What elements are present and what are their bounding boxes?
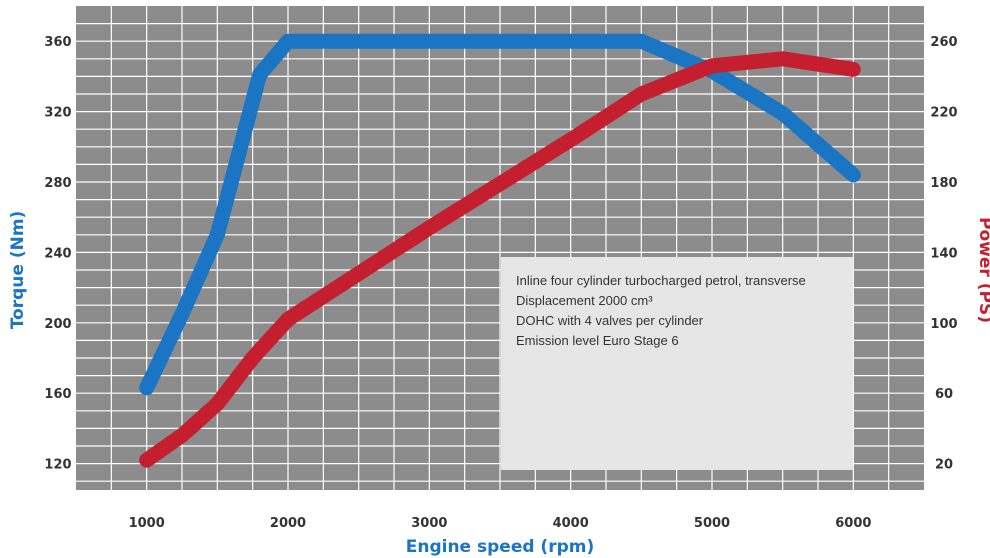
x-tick-label: 5000 [694,516,730,531]
x-tick-label: 6000 [835,516,871,531]
spec-note-line-4: Emission level Euro Stage 6 [516,333,679,348]
spec-note-line-2: Displacement 2000 cm³ [516,293,653,308]
y-left-tick-label: 200 [44,317,71,332]
x-tick-label: 1000 [129,516,165,531]
torque-series-line [139,33,861,396]
y-right-tick-label: 140 [930,246,957,261]
y-left-tick-label: 160 [44,387,71,402]
y-right-tick-label: 100 [930,317,957,332]
y-left-tick-label: 240 [44,246,71,261]
y-left-tick-label: 320 [44,106,71,121]
spec-note-box [501,257,853,470]
y-right-tick-label: 220 [930,106,957,121]
y-right-tick-label: 60 [935,387,953,402]
y-right-tick-label: 20 [935,458,953,473]
spec-note-line-3: DOHC with 4 valves per cylinder [516,313,704,328]
x-axis-title: Engine speed (rpm) [406,537,595,557]
y-left-tick-label: 120 [44,458,71,473]
y-left-tick-label: 280 [44,176,71,191]
x-tick-label: 3000 [411,516,447,531]
power-series-line [139,51,861,468]
series-layer [139,33,861,468]
y-left-tick-label: 360 [44,35,71,50]
y-right-tick-label: 180 [930,176,957,191]
y-right-tick-label: 260 [930,35,957,50]
y-axis-title-left: Torque (Nm) [8,211,28,330]
tick-labels: 1000 2000 3000 4000 5000 6000 120 160 200 240 280 3… [44,35,957,531]
spec-note-line-1: Inline four cylinder turbocharged petrol… [516,273,806,288]
y-axis-title-right: Power (PS) [975,217,990,323]
x-tick-label: 4000 [553,516,589,531]
x-tick-label: 2000 [270,516,306,531]
